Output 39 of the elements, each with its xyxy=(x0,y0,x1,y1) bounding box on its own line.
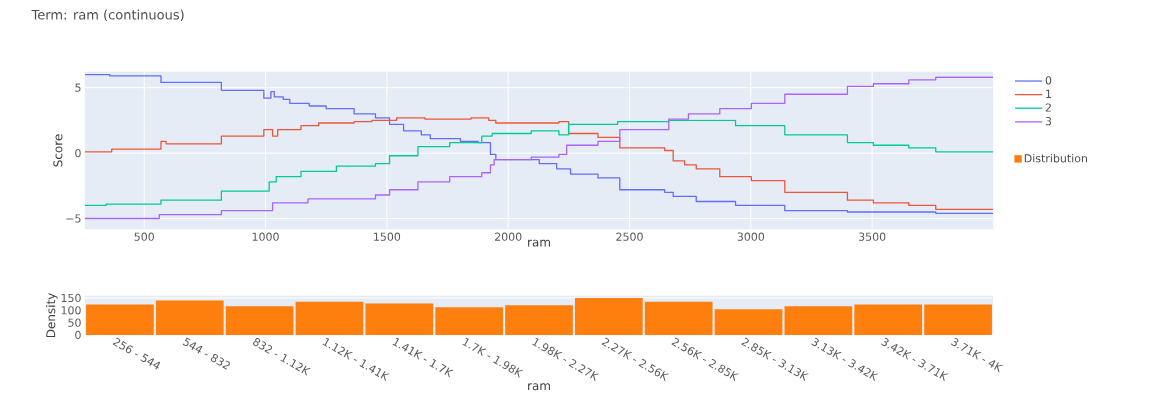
bar xyxy=(86,304,154,335)
x-tick-label: 544 - 832 xyxy=(182,337,230,370)
bar xyxy=(574,297,643,335)
y-tick-label: 50 xyxy=(68,318,81,327)
chart-title: Term: ram (continuous) xyxy=(31,9,184,22)
y-axis-title: Density xyxy=(46,293,58,338)
legend-label: Distribution xyxy=(1024,153,1087,163)
y-axis-title: Score xyxy=(53,134,63,167)
bar xyxy=(784,306,853,335)
x-tick-label: 2500 xyxy=(616,232,643,241)
x-tick-label: 3500 xyxy=(859,232,886,241)
y-tick-label: 100 xyxy=(61,306,81,315)
x-tick-label: 2000 xyxy=(494,232,522,241)
bar xyxy=(435,307,504,335)
bar xyxy=(854,304,923,335)
x-axis-title: ram xyxy=(528,383,550,391)
y-tick-label: 0 xyxy=(75,148,81,158)
x-axis-title: ram xyxy=(528,239,550,247)
legend-label: 1 xyxy=(1046,89,1051,98)
legend-label: 0 xyxy=(1045,76,1052,85)
bar xyxy=(225,306,294,335)
y-tick-label: 5 xyxy=(75,83,81,92)
y-tick-label: −5 xyxy=(66,214,81,223)
legend-label: 3 xyxy=(1045,117,1052,126)
x-tick-label: 256 - 544 xyxy=(112,337,161,370)
bar xyxy=(644,301,713,335)
x-tick-label: 3000 xyxy=(737,232,765,241)
bar xyxy=(924,304,992,335)
y-tick-label: 0 xyxy=(75,330,81,340)
legend-label: 2 xyxy=(1045,103,1051,112)
y-tick-label: 150 xyxy=(61,293,81,303)
bar xyxy=(295,301,364,335)
x-tick-label: 1500 xyxy=(374,232,401,241)
bar xyxy=(505,305,573,335)
x-tick-label: 500 xyxy=(134,232,154,241)
x-tick-label: 1000 xyxy=(252,232,279,241)
bar xyxy=(714,309,783,335)
bar xyxy=(155,300,224,335)
bar xyxy=(365,303,434,335)
